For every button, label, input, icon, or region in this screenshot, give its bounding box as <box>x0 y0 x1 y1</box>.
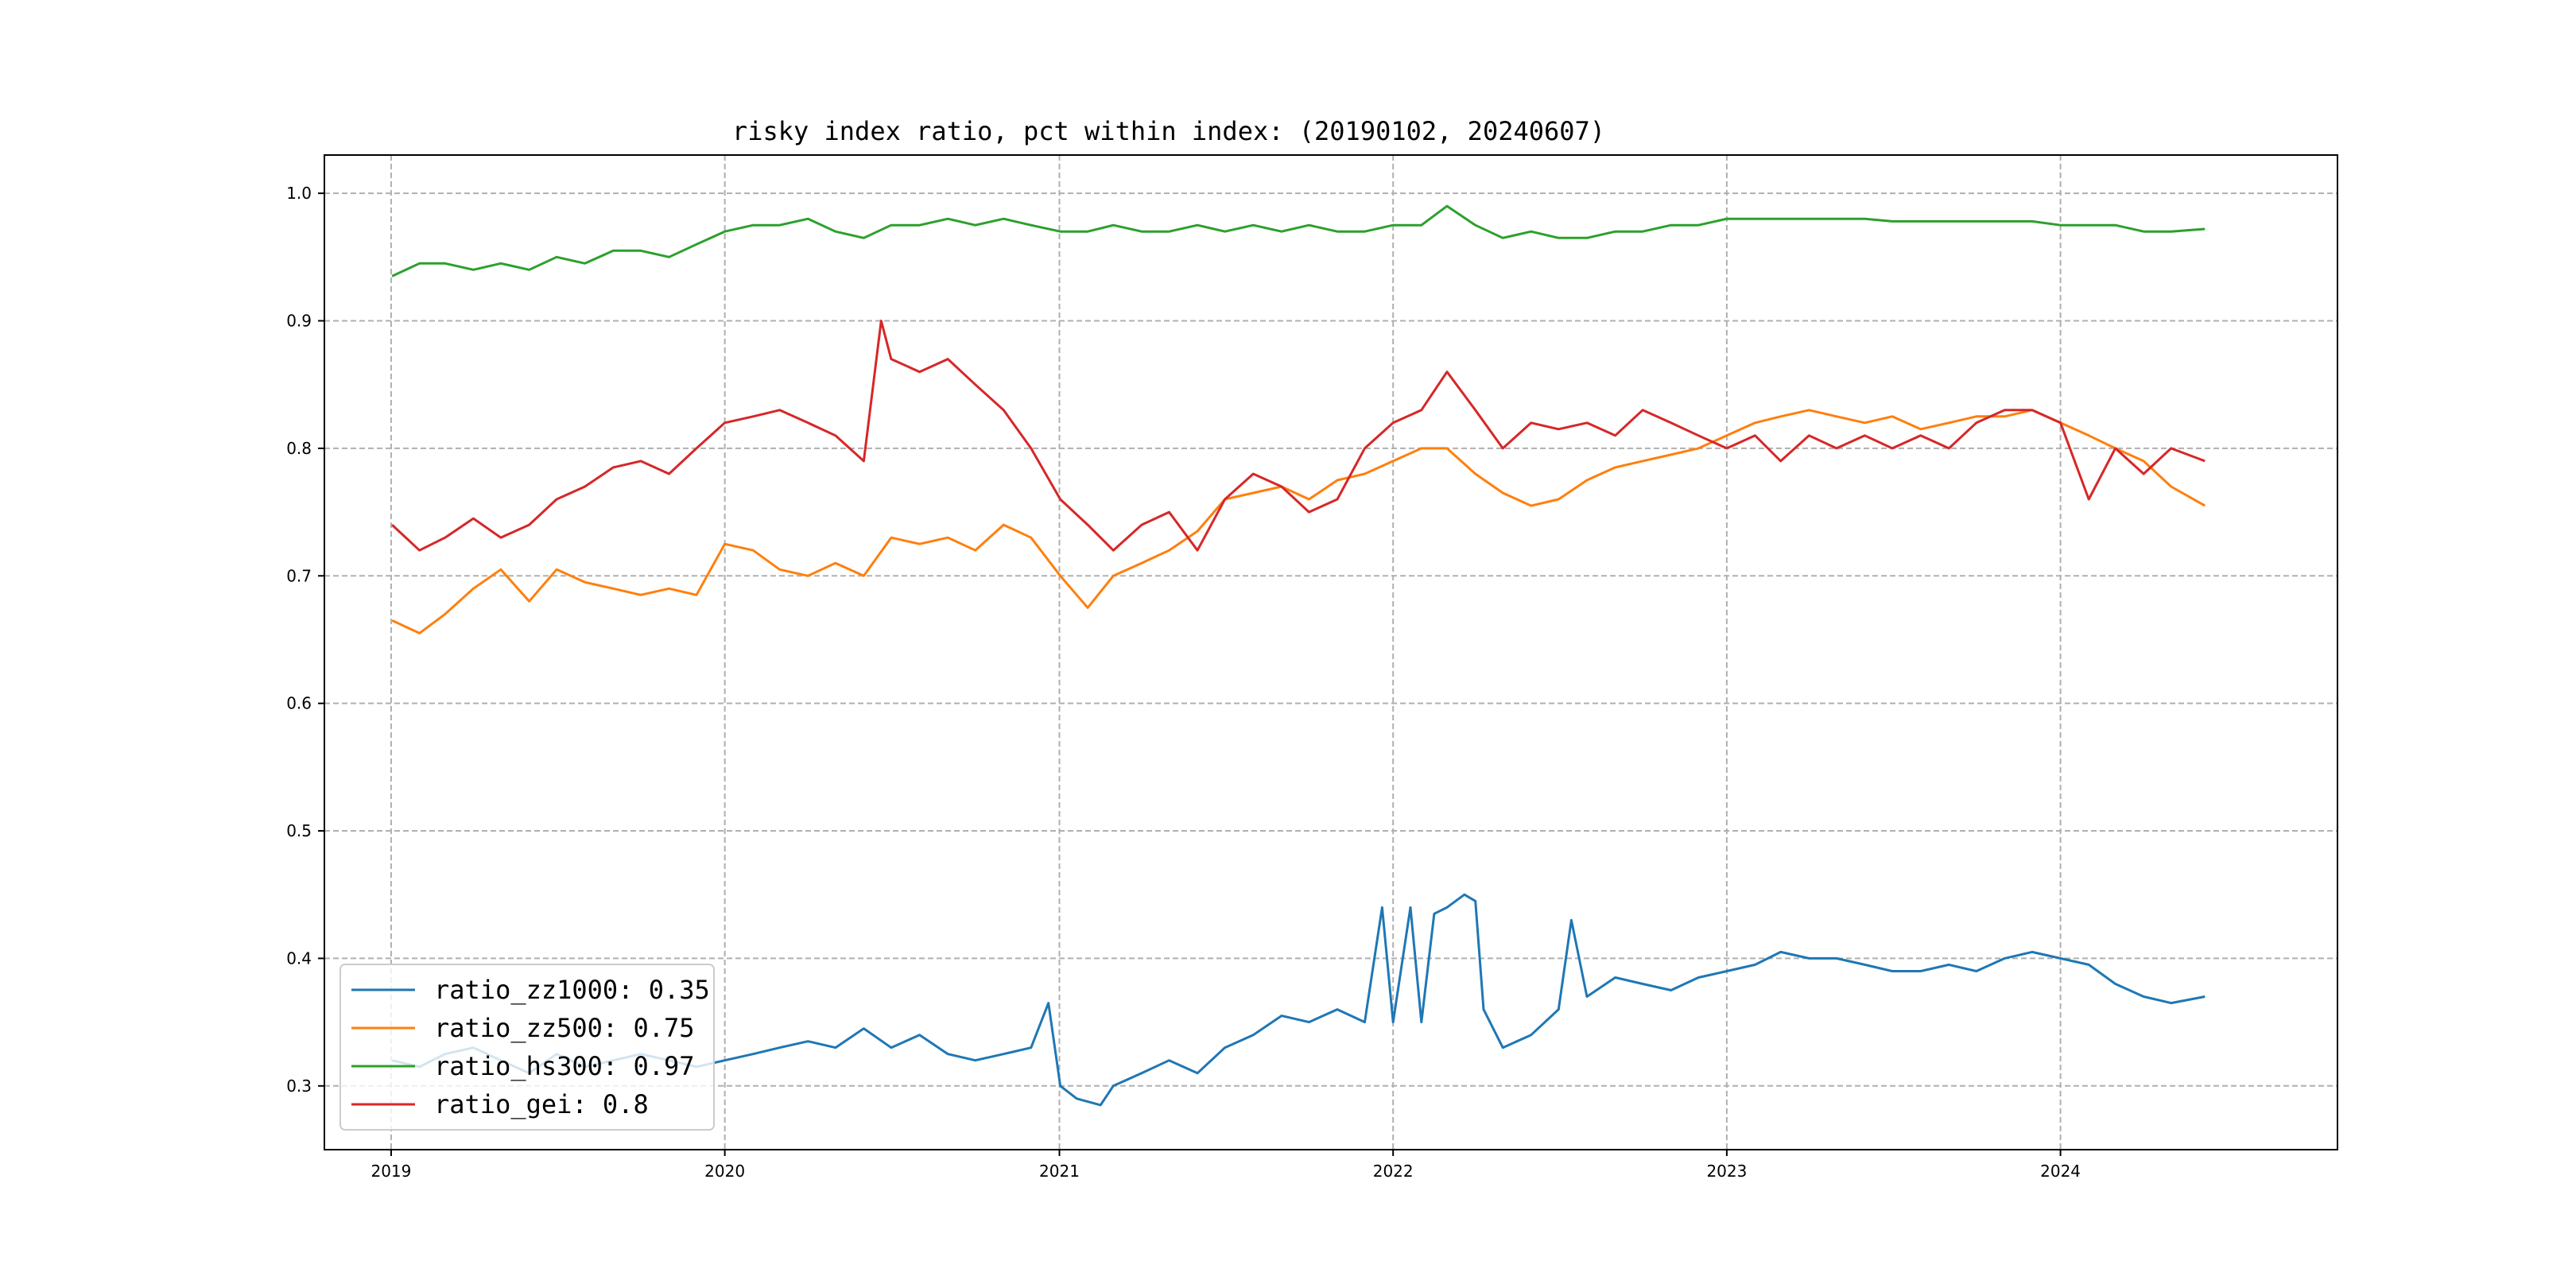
legend-label: ratio_hs300: 0.97 <box>434 1051 695 1081</box>
x-tick-label: 2021 <box>1039 1162 1080 1181</box>
series-line-ratio_gei <box>391 320 2206 552</box>
series-lines <box>391 204 2206 1107</box>
y-tick-label: 0.6 <box>286 694 312 713</box>
plot-frame <box>324 154 2338 1150</box>
series-line-ratio_zz500 <box>391 409 2206 634</box>
legend-box <box>339 964 715 1131</box>
legend-label: ratio_zz500: 0.75 <box>434 1013 695 1043</box>
chart-title: risky index ratio, pct within index: (20… <box>732 116 1605 146</box>
x-axis: 2019 2020 2021 2022 2023 2024 <box>370 1150 2081 1181</box>
y-tick-label: 0.7 <box>286 566 312 585</box>
y-axis: 0.3 0.4 0.5 0.6 0.7 0.8 0.9 1.0 <box>286 184 324 1096</box>
series-line-ratio_zz1000 <box>391 893 2206 1107</box>
legend: ratio_zz1000: 0.35 ratio_zz500: 0.75 ratio… <box>339 964 715 1131</box>
grid <box>324 155 2337 1150</box>
legend-label: ratio_zz1000: 0.35 <box>434 975 710 1005</box>
x-tick-label: 2023 <box>1706 1162 1747 1181</box>
x-tick-label: 2024 <box>2040 1162 2081 1181</box>
y-tick-label: 0.9 <box>286 312 312 331</box>
y-tick-label: 0.5 <box>286 821 312 840</box>
legend-label: ratio_gei: 0.8 <box>434 1089 649 1119</box>
series-line-ratio_hs300 <box>391 204 2206 277</box>
y-tick-label: 0.4 <box>286 949 312 968</box>
x-tick-label: 2020 <box>704 1162 745 1181</box>
y-tick-label: 0.3 <box>286 1077 312 1096</box>
y-tick-label: 1.0 <box>286 184 312 203</box>
x-tick-label: 2022 <box>1373 1162 1414 1181</box>
y-tick-label: 0.8 <box>286 439 312 458</box>
x-tick-label: 2019 <box>370 1162 411 1181</box>
